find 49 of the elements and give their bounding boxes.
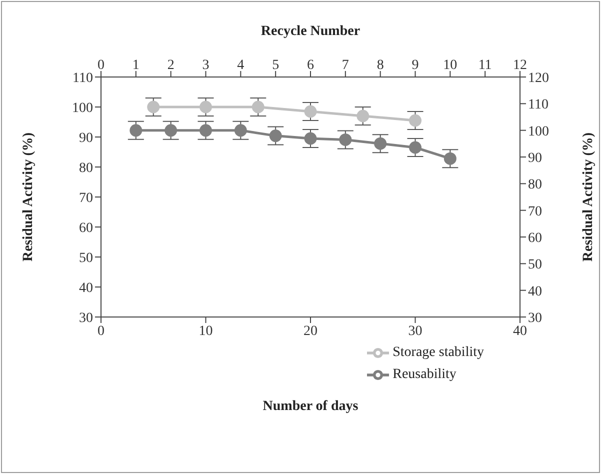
y2-tick-label: 110 bbox=[528, 98, 548, 113]
x2-tick-label: 1 bbox=[132, 58, 140, 73]
y-tick-label: 90 bbox=[79, 130, 93, 146]
y2-tick-label: 70 bbox=[528, 204, 542, 220]
x2-tick-label: 9 bbox=[412, 58, 419, 73]
y-tick-label: 30 bbox=[79, 310, 93, 326]
x-tick-label: 0 bbox=[98, 324, 104, 339]
x2-tick-label: 11 bbox=[478, 58, 492, 73]
x2-tick-label: 2 bbox=[167, 58, 174, 73]
legend-label: Storage stability bbox=[392, 344, 484, 360]
y2-axis-title: Residual Activity (%) bbox=[580, 132, 596, 262]
y-tick-label: 60 bbox=[79, 220, 93, 236]
x-axis-title: Number of days bbox=[262, 399, 359, 414]
x2-axis-title: Recycle Number bbox=[260, 24, 360, 39]
y-tick-label: 70 bbox=[79, 190, 93, 206]
x2-tick-label: 12 bbox=[513, 58, 527, 73]
y-tick-label: 80 bbox=[79, 160, 93, 176]
x-tick-label: 40 bbox=[513, 324, 527, 339]
x2-tick-label: 6 bbox=[307, 58, 314, 73]
x2-tick-label: 5 bbox=[272, 58, 280, 73]
x-tick-label: 20 bbox=[304, 324, 318, 339]
x2-tick-label: 0 bbox=[98, 58, 104, 73]
point bbox=[304, 105, 317, 118]
y-axis-title: Residual Activity (%) bbox=[20, 132, 36, 262]
y-tick-label: 50 bbox=[79, 250, 93, 266]
y2-tick-label: 50 bbox=[528, 258, 542, 273]
y2-tick-label: 60 bbox=[528, 230, 542, 246]
x-tick-label: 30 bbox=[408, 324, 422, 339]
x2-tick-label: 4 bbox=[237, 58, 244, 73]
y2-tick-label: 40 bbox=[528, 284, 542, 300]
x2-tick-label: 10 bbox=[443, 58, 458, 73]
y-tick-label: 110 bbox=[72, 70, 93, 86]
y2-tick-label: 100 bbox=[528, 124, 549, 140]
y2-tick-label: 30 bbox=[528, 310, 542, 326]
y-tick-label: 100 bbox=[72, 100, 93, 116]
x2-tick-label: 8 bbox=[376, 58, 384, 73]
point bbox=[147, 100, 160, 114]
y2-tick-label: 120 bbox=[528, 70, 549, 86]
x2-tick-label: 7 bbox=[342, 58, 349, 73]
x2-tick-label: 3 bbox=[202, 58, 210, 73]
point bbox=[356, 110, 370, 122]
y2-tick-label: 90 bbox=[528, 150, 542, 166]
x-tick-label: 10 bbox=[198, 324, 213, 339]
point bbox=[252, 100, 264, 114]
legend-label: Reusability bbox=[392, 367, 456, 382]
y-tick-label: 40 bbox=[79, 280, 93, 296]
point bbox=[409, 114, 422, 127]
point bbox=[200, 100, 212, 114]
y2-tick-label: 80 bbox=[528, 178, 542, 193]
